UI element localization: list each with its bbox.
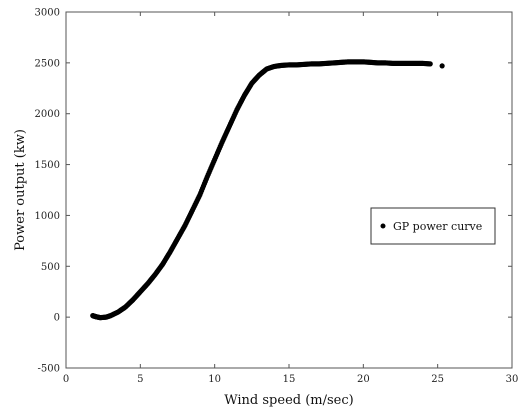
plot-area — [65, 11, 513, 369]
x-tick-label: 0 — [63, 374, 69, 385]
y-tick-label: -500 — [38, 364, 60, 375]
y-tick-label: 3000 — [35, 8, 60, 19]
x-tick-label: 25 — [431, 374, 444, 385]
data-point — [439, 63, 445, 69]
data-point-fill — [203, 176, 209, 182]
legend-marker — [380, 223, 386, 229]
data-point-fill — [218, 141, 224, 147]
legend-box — [370, 207, 496, 245]
data-point-fill — [196, 194, 202, 200]
data-point-fill — [426, 61, 432, 67]
y-tick-label: 0 — [54, 313, 60, 324]
legend: GP power curve — [370, 207, 496, 245]
x-tick-label: 30 — [506, 374, 519, 385]
x-tick-label: 15 — [283, 374, 296, 385]
y-tick-label: 500 — [41, 262, 60, 273]
x-tick-label: 5 — [137, 374, 143, 385]
y-tick-label: 1500 — [35, 160, 60, 171]
series-points — [90, 59, 445, 321]
y-tick-label: 2000 — [35, 109, 60, 120]
x-tick-label: 20 — [357, 374, 370, 385]
y-axis-title: Power output (kw) — [13, 129, 28, 251]
x-axis-title: Wind speed (m/sec) — [224, 393, 353, 408]
y-tick-label: 2500 — [35, 58, 60, 69]
x-tick-label: 10 — [208, 374, 221, 385]
y-tick-label: 1000 — [35, 211, 60, 222]
data-point-fill — [211, 159, 217, 165]
data-point-fill — [226, 125, 232, 131]
legend-label: GP power curve — [393, 220, 482, 233]
